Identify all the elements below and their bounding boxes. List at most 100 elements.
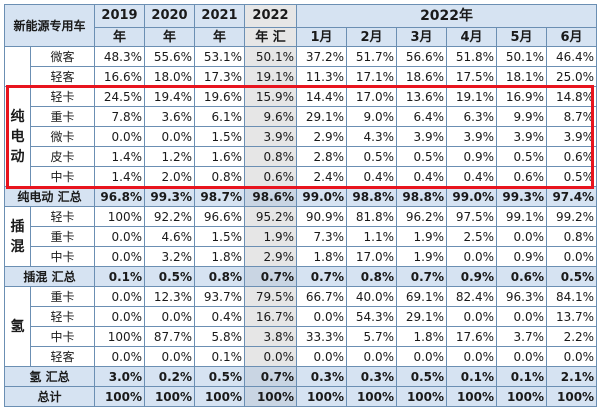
value-cell: 54.3% bbox=[346, 306, 398, 327]
value-cell: 3.9% bbox=[546, 126, 598, 147]
value-cell: 50.1% bbox=[244, 46, 298, 67]
value-cell: 18.0% bbox=[144, 66, 196, 87]
value-cell: 0.8% bbox=[244, 146, 298, 167]
value-cell: 2.9% bbox=[296, 126, 348, 147]
value-cell: 0.1% bbox=[94, 266, 146, 287]
value-cell: 0.0% bbox=[546, 346, 598, 367]
value-cell: 0.0% bbox=[94, 226, 146, 247]
value-cell: 0.5% bbox=[546, 166, 598, 187]
market-share-table: 新能源专用车 2019 2020 2021 2022 2022年年年年年 汇 1月 2月 3月 4… bbox=[3, 4, 598, 407]
value-cell: 53.1% bbox=[194, 46, 246, 67]
value-cell: 0.7% bbox=[244, 266, 298, 287]
total-row: 氢 汇总 3.0% 0.2% 0.5% 0.7% 0.3% 0.3% 0.5% 0.1% 0.1%… bbox=[3, 366, 598, 387]
value-cell: 18.6% bbox=[396, 66, 448, 87]
category-header: 新能源专用车 bbox=[3, 4, 96, 47]
value-cell: 0.0% bbox=[94, 246, 146, 267]
value-cell: 5.8% bbox=[194, 326, 246, 347]
value-cell: 18.1% bbox=[496, 66, 548, 87]
table-row: 中卡 1.4% 2.0% 0.8% 0.6% 2.4% 0.4% 0.4% 0.4% 0.6% 0.… bbox=[5, 166, 598, 187]
value-cell: 0.0% bbox=[296, 306, 348, 327]
vehicle-type-label: 皮卡 bbox=[29, 146, 96, 167]
value-cell: 11.3% bbox=[296, 66, 348, 87]
value-cell: 100% bbox=[446, 386, 498, 407]
value-cell: 0.3% bbox=[296, 366, 348, 387]
total-row: 纯电动 汇总 96.8% 99.3% 98.7% 98.6% 99.0% 98.8% 98.8… bbox=[3, 186, 598, 207]
value-cell: 0.8% bbox=[194, 266, 246, 287]
year-suffix-header: 年 bbox=[94, 27, 146, 47]
value-cell: 98.8% bbox=[396, 186, 448, 207]
value-cell: 99.0% bbox=[446, 186, 498, 207]
value-cell: 48.3% bbox=[94, 46, 146, 67]
vehicle-type-label: 轻卡 bbox=[29, 86, 96, 107]
value-cell: 25.0% bbox=[546, 66, 598, 87]
year-header: 2021 bbox=[194, 4, 246, 28]
value-cell: 0.0% bbox=[244, 346, 298, 367]
value-cell: 69.1% bbox=[396, 286, 448, 307]
total-label: 插混 汇总 bbox=[3, 266, 96, 287]
value-cell: 98.8% bbox=[346, 186, 398, 207]
value-cell: 19.1% bbox=[446, 86, 498, 107]
value-cell: 0.0% bbox=[94, 306, 146, 327]
value-cell: 29.1% bbox=[296, 106, 348, 127]
value-cell: 100% bbox=[94, 206, 146, 227]
value-cell: 14.8% bbox=[546, 86, 598, 107]
value-cell: 82.4% bbox=[446, 286, 498, 307]
value-cell: 99.1% bbox=[496, 206, 548, 227]
value-cell: 6.1% bbox=[194, 106, 246, 127]
value-cell: 99.2% bbox=[546, 206, 598, 227]
value-cell: 0.0% bbox=[144, 126, 196, 147]
vehicle-type-label: 微客 bbox=[29, 46, 96, 67]
value-cell: 3.7% bbox=[496, 326, 548, 347]
value-cell: 0.5% bbox=[396, 366, 448, 387]
year-header: 2020 bbox=[144, 4, 196, 28]
value-cell: 0.4% bbox=[194, 306, 246, 327]
table-row: 插 混轻卡 100% 92.2% 96.6% 95.2% 90.9% 81.8% 96.2% 9… bbox=[4, 206, 598, 267]
value-cell: 51.7% bbox=[346, 46, 398, 67]
month-header: 1月 bbox=[296, 27, 348, 47]
group-label: 纯 电 动 bbox=[4, 86, 31, 187]
value-cell: 4.3% bbox=[346, 126, 398, 147]
value-cell: 9.0% bbox=[346, 106, 398, 127]
value-cell: 1.8% bbox=[296, 246, 348, 267]
value-cell: 100% bbox=[496, 386, 548, 407]
group-label: 插 混 bbox=[4, 206, 31, 267]
vehicle-type-label: 轻卡 bbox=[29, 306, 96, 327]
value-cell: 0.0% bbox=[94, 346, 146, 367]
value-cell: 9.9% bbox=[496, 106, 548, 127]
vehicle-type-label: 微卡 bbox=[29, 126, 96, 147]
table-container: 新能源专用车 2019 2020 2021 2022 2022年年年年年 汇 1月 2月 3月 4… bbox=[3, 4, 598, 416]
total-label: 氢 汇总 bbox=[3, 366, 96, 387]
table-row: 皮卡 1.4% 1.2% 1.6% 0.8% 2.8% 0.5% 0.5% 0.9% 0.5% 0.… bbox=[5, 146, 598, 167]
vehicle-type-label: 重卡 bbox=[29, 286, 96, 307]
value-cell: 14.4% bbox=[296, 86, 348, 107]
table-row: 轻卡 0.0% 0.0% 0.4% 16.7% 0.0% 54.3% 29.1% 0.0% 0.0… bbox=[5, 306, 598, 327]
value-cell: 95.2% bbox=[244, 206, 298, 227]
value-cell: 0.5% bbox=[194, 366, 246, 387]
value-cell: 0.6% bbox=[496, 166, 548, 187]
value-cell: 0.0% bbox=[496, 306, 548, 327]
value-cell: 96.2% bbox=[396, 206, 448, 227]
value-cell: 9.6% bbox=[244, 106, 298, 127]
value-cell: 0.1% bbox=[496, 366, 548, 387]
value-cell: 100% bbox=[546, 386, 598, 407]
value-cell: 0.0% bbox=[144, 346, 196, 367]
value-cell: 19.6% bbox=[194, 86, 246, 107]
value-cell: 46.4% bbox=[546, 46, 598, 67]
value-cell: 99.3% bbox=[144, 186, 196, 207]
value-cell: 3.2% bbox=[144, 246, 196, 267]
value-cell: 17.0% bbox=[346, 246, 398, 267]
value-cell: 0.0% bbox=[94, 286, 146, 307]
value-cell: 2.4% bbox=[296, 166, 348, 187]
year-suffix-header: 年 bbox=[194, 27, 246, 47]
value-cell: 96.3% bbox=[496, 286, 548, 307]
value-cell: 0.9% bbox=[446, 146, 498, 167]
value-cell: 0.0% bbox=[446, 346, 498, 367]
value-cell: 1.4% bbox=[94, 146, 146, 167]
value-cell: 100% bbox=[346, 386, 398, 407]
total-row: 插混 汇总 0.1% 0.5% 0.8% 0.7% 0.7% 0.8% 0.7% 0.9% 0.6… bbox=[3, 266, 598, 287]
table-row: 纯 电 动轻卡 24.5% 19.4% 19.6% 15.9% 14.4% 17.0% 13.… bbox=[4, 86, 598, 187]
value-cell: 50.1% bbox=[496, 46, 548, 67]
value-cell: 8.7% bbox=[546, 106, 598, 127]
value-cell: 3.9% bbox=[396, 126, 448, 147]
month-header: 6月 bbox=[546, 27, 598, 47]
